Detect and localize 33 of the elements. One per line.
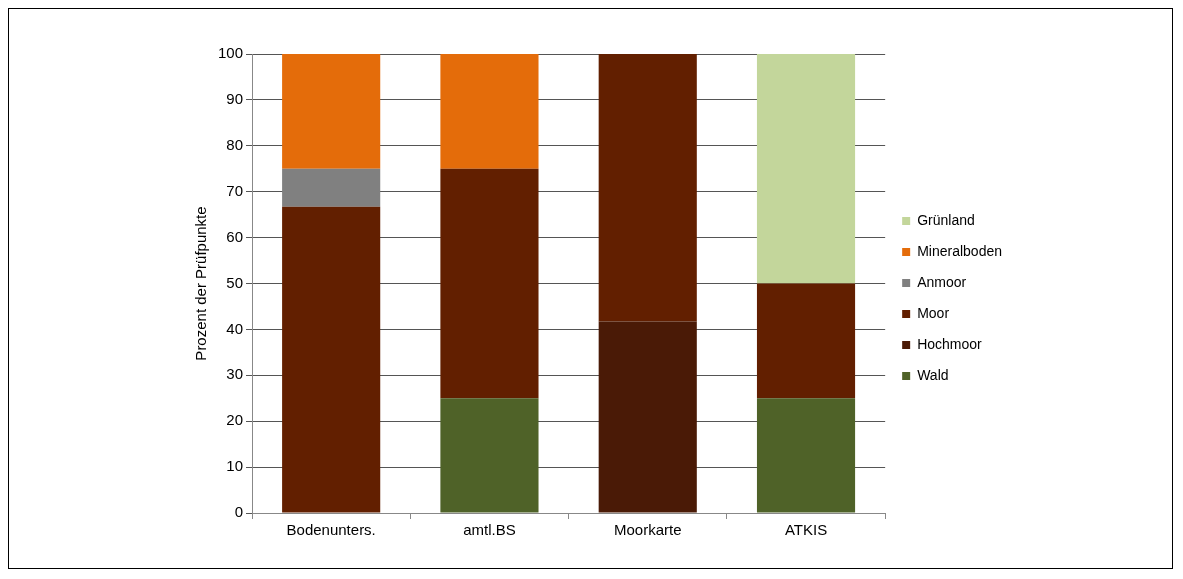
legend-label: Mineralboden bbox=[917, 242, 1003, 259]
legend-label: Hochmoor bbox=[917, 335, 983, 352]
y-tick-label: 0 bbox=[234, 503, 244, 521]
y-tick-label: 20 bbox=[226, 411, 244, 429]
x-tick-label: Bodenunters. bbox=[286, 521, 376, 539]
y-tick-label: 50 bbox=[226, 273, 244, 291]
y-tick-label: 70 bbox=[226, 181, 244, 199]
legend-label: Anmoor bbox=[917, 273, 967, 290]
x-tick-label: Moorkarte bbox=[613, 521, 682, 539]
y-tick-label: 40 bbox=[226, 319, 244, 337]
y-tick-label: 80 bbox=[226, 135, 244, 153]
bar bbox=[440, 168, 539, 399]
bar bbox=[756, 54, 856, 284]
bar bbox=[282, 54, 381, 169]
legend-label: Wald bbox=[917, 366, 949, 383]
legend-label: Moor bbox=[917, 304, 950, 321]
bar bbox=[282, 206, 381, 513]
bar bbox=[440, 54, 539, 169]
y-tick-label: 90 bbox=[226, 90, 244, 108]
legend-label: Grünland bbox=[917, 211, 975, 228]
bar bbox=[756, 398, 856, 513]
y-tick-label: 30 bbox=[226, 365, 244, 383]
bar bbox=[440, 398, 539, 513]
y-tick-label: 10 bbox=[226, 457, 244, 475]
bar bbox=[598, 54, 697, 322]
bar bbox=[756, 283, 856, 399]
bar bbox=[282, 168, 381, 207]
x-tick-label: ATKIS bbox=[784, 521, 828, 539]
y-tick-label: 100 bbox=[218, 44, 244, 62]
y-tick-label: 60 bbox=[226, 227, 244, 245]
y-axis-title: Prozent der Prüfpunkte bbox=[192, 206, 210, 361]
bar bbox=[598, 321, 697, 513]
x-tick-label: amtl.BS bbox=[463, 521, 516, 539]
